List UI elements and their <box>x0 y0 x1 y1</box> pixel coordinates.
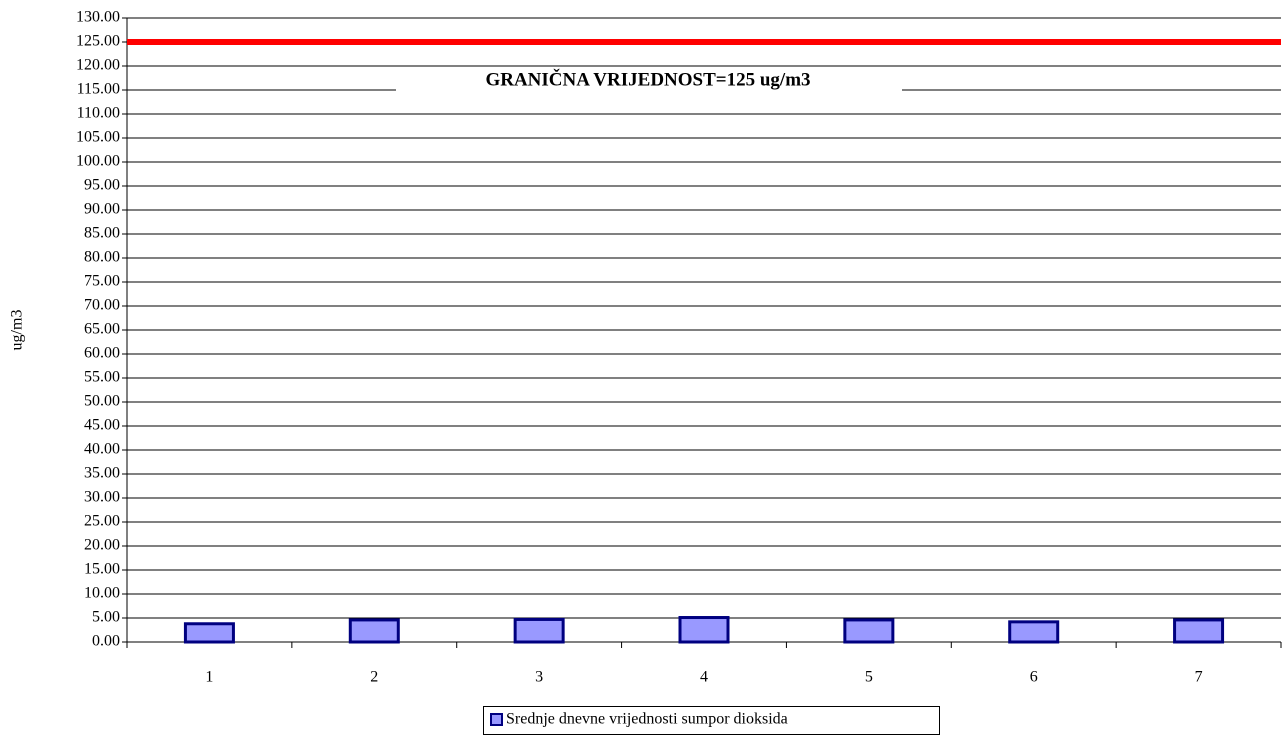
bar <box>183 622 235 644</box>
y-tick-label: 40.00 <box>84 441 120 458</box>
threshold-annotation: GRANIČNA VRIJEDNOST=125 ug/m3 <box>485 68 810 90</box>
y-axis-label: ug/m3 <box>9 310 26 351</box>
x-tick-label: 6 <box>1030 669 1038 686</box>
y-tick-label: 60.00 <box>84 345 120 362</box>
y-tick-label: 125.00 <box>76 33 120 50</box>
y-tick-label: 5.00 <box>92 609 120 626</box>
y-tick-label: 115.00 <box>77 81 120 98</box>
annotation-bg <box>396 68 902 94</box>
y-tick-label: 65.00 <box>84 321 120 338</box>
y-tick-label: 35.00 <box>84 465 120 482</box>
bar <box>513 617 565 644</box>
y-tick-label: 55.00 <box>84 369 120 386</box>
x-tick-label: 1 <box>205 669 213 686</box>
y-tick-label: 20.00 <box>84 537 120 554</box>
x-tick-label: 7 <box>1195 669 1203 686</box>
y-tick-label: 110.00 <box>77 105 120 122</box>
y-tick-label: 85.00 <box>84 225 120 242</box>
bar <box>1008 620 1060 644</box>
y-tick-label: 45.00 <box>84 417 120 434</box>
y-tick-label: 75.00 <box>84 273 120 290</box>
bar <box>348 618 400 644</box>
legend-swatch <box>490 713 503 726</box>
y-tick-label: 25.00 <box>84 513 120 530</box>
y-tick-label: 100.00 <box>76 153 120 170</box>
y-tick-label: 130.00 <box>76 9 120 26</box>
y-tick-label: 50.00 <box>84 393 120 410</box>
y-tick-label: 105.00 <box>76 129 120 146</box>
legend-label: Srednje dnevne vrijednosti sumpor dioksi… <box>506 711 788 728</box>
y-tick-label: 70.00 <box>84 297 120 314</box>
bar <box>1173 618 1225 644</box>
bar <box>678 616 730 644</box>
y-tick-label: 30.00 <box>84 489 120 506</box>
y-tick-label: 90.00 <box>84 201 120 218</box>
y-tick-label: 95.00 <box>84 177 120 194</box>
y-tick-label: 80.00 <box>84 249 120 266</box>
bar <box>843 618 895 644</box>
x-tick-label: 3 <box>535 669 543 686</box>
legend-box <box>483 706 940 735</box>
x-tick-label: 5 <box>865 669 873 686</box>
x-tick-label: 2 <box>370 669 378 686</box>
y-tick-label: 120.00 <box>76 57 120 74</box>
x-tick-label: 4 <box>700 669 708 686</box>
y-tick-label: 0.00 <box>92 633 120 650</box>
y-tick-label: 15.00 <box>84 561 120 578</box>
y-tick-label: 10.00 <box>84 585 120 602</box>
